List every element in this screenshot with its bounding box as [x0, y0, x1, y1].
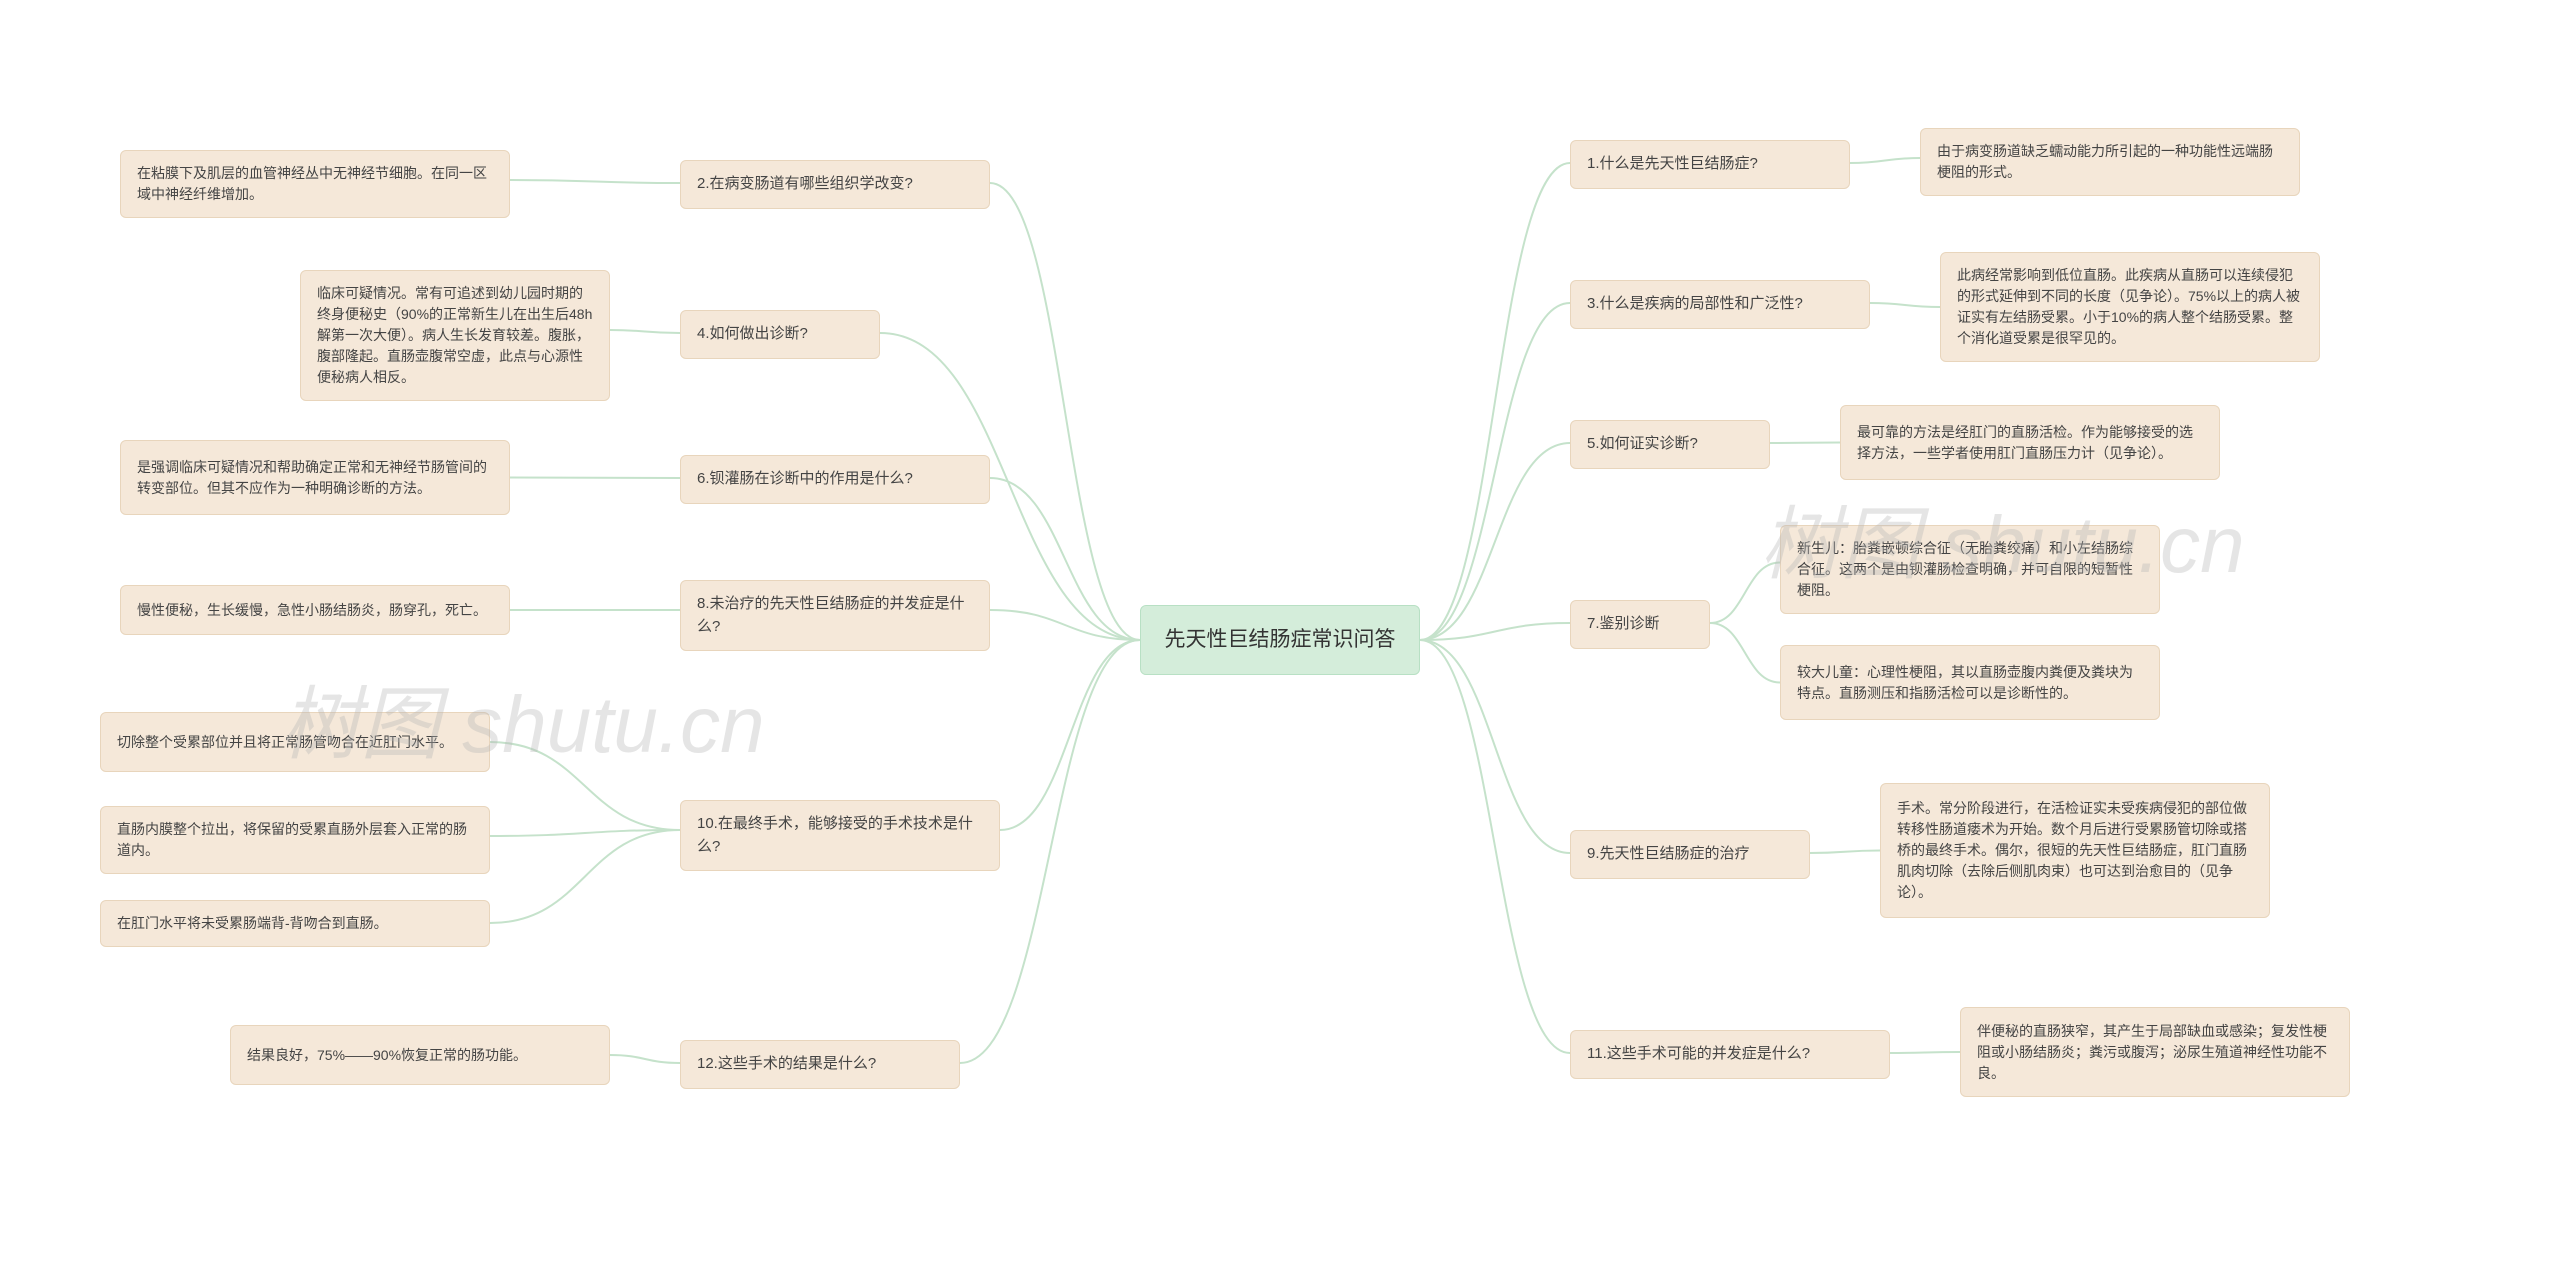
answer-node-left-0-0: 在粘膜下及肌层的血管神经丛中无神经节细胞。在同一区域中神经纤维增加。: [120, 150, 510, 218]
question-node-right-0: 1.什么是先天性巨结肠症?: [1570, 140, 1850, 189]
question-node-left-0: 2.在病变肠道有哪些组织学改变?: [680, 160, 990, 209]
answer-text: 最可靠的方法是经肛门的直肠活检。作为能够接受的选择方法，一些学者使用肛门直肠压力…: [1857, 422, 2203, 464]
answer-node-left-2-0: 是强调临床可疑情况和帮助确定正常和无神经节肠管间的转变部位。但其不应作为一种明确…: [120, 440, 510, 515]
answer-node-left-3-0: 慢性便秘，生长缓慢，急性小肠结肠炎，肠穿孔，死亡。: [120, 585, 510, 635]
answer-node-right-2-0: 最可靠的方法是经肛门的直肠活检。作为能够接受的选择方法，一些学者使用肛门直肠压力…: [1840, 405, 2220, 480]
answer-node-left-4-2: 在肛门水平将未受累肠端背-背吻合到直肠。: [100, 900, 490, 947]
answer-text: 是强调临床可疑情况和帮助确定正常和无神经节肠管间的转变部位。但其不应作为一种明确…: [137, 457, 493, 499]
answer-text: 此病经常影响到低位直肠。此疾病从直肠可以连续侵犯的形式延伸到不同的长度（见争论）…: [1957, 265, 2303, 349]
question-text: 4.如何做出诊断?: [697, 323, 808, 346]
question-text: 6.钡灌肠在诊断中的作用是什么?: [697, 468, 913, 491]
center-title: 先天性巨结肠症常识问答: [1165, 624, 1396, 656]
question-text: 1.什么是先天性巨结肠症?: [1587, 153, 1758, 176]
question-node-right-4: 9.先天性巨结肠症的治疗: [1570, 830, 1810, 879]
question-node-left-2: 6.钡灌肠在诊断中的作用是什么?: [680, 455, 990, 504]
answer-node-left-1-0: 临床可疑情况。常有可追述到幼儿园时期的终身便秘史（90%的正常新生儿在出生后48…: [300, 270, 610, 401]
question-node-right-3: 7.鉴别诊断: [1570, 600, 1710, 649]
question-node-right-1: 3.什么是疾病的局部性和广泛性?: [1570, 280, 1870, 329]
question-text: 3.什么是疾病的局部性和广泛性?: [1587, 293, 1803, 316]
answer-text: 临床可疑情况。常有可追述到幼儿园时期的终身便秘史（90%的正常新生儿在出生后48…: [317, 283, 593, 388]
answer-node-right-5-0: 伴便秘的直肠狭窄，其产生于局部缺血或感染；复发性梗阻或小肠结肠炎；粪污或腹泻；泌…: [1960, 1007, 2350, 1097]
answer-text: 手术。常分阶段进行，在活检证实未受疾病侵犯的部位做转移性肠道瘘术为开始。数个月后…: [1897, 798, 2253, 903]
answer-text: 切除整个受累部位并且将正常肠管吻合在近肛门水平。: [117, 732, 453, 753]
answer-text: 伴便秘的直肠狭窄，其产生于局部缺血或感染；复发性梗阻或小肠结肠炎；粪污或腹泻；泌…: [1977, 1021, 2333, 1084]
answer-node-right-4-0: 手术。常分阶段进行，在活检证实未受疾病侵犯的部位做转移性肠道瘘术为开始。数个月后…: [1880, 783, 2270, 918]
question-node-right-5: 11.这些手术可能的并发症是什么?: [1570, 1030, 1890, 1079]
question-text: 7.鉴别诊断: [1587, 613, 1660, 636]
question-node-left-5: 12.这些手术的结果是什么?: [680, 1040, 960, 1089]
answer-text: 在粘膜下及肌层的血管神经丛中无神经节细胞。在同一区域中神经纤维增加。: [137, 163, 493, 205]
question-text: 2.在病变肠道有哪些组织学改变?: [697, 173, 913, 196]
answer-node-left-5-0: 结果良好，75%——90%恢复正常的肠功能。: [230, 1025, 610, 1085]
answer-node-left-4-0: 切除整个受累部位并且将正常肠管吻合在近肛门水平。: [100, 712, 490, 772]
question-text: 12.这些手术的结果是什么?: [697, 1053, 876, 1076]
answer-text: 在肛门水平将未受累肠端背-背吻合到直肠。: [117, 913, 388, 934]
answer-node-right-3-0: 新生儿：胎粪嵌顿综合征（无胎粪绞痛）和小左结肠综合征。这两个是由钡灌肠检查明确，…: [1780, 525, 2160, 614]
answer-text: 慢性便秘，生长缓慢，急性小肠结肠炎，肠穿孔，死亡。: [137, 600, 487, 621]
question-text: 11.这些手术可能的并发症是什么?: [1587, 1043, 1810, 1066]
question-text: 9.先天性巨结肠症的治疗: [1587, 843, 1750, 866]
answer-node-right-3-1: 较大儿童：心理性梗阻，其以直肠壶腹内粪便及粪块为特点。直肠测压和指肠活检可以是诊…: [1780, 645, 2160, 720]
question-node-right-2: 5.如何证实诊断?: [1570, 420, 1770, 469]
answer-node-left-4-1: 直肠内膜整个拉出，将保留的受累直肠外层套入正常的肠道内。: [100, 806, 490, 874]
question-text: 5.如何证实诊断?: [1587, 433, 1698, 456]
answer-text: 由于病变肠道缺乏蠕动能力所引起的一种功能性远端肠梗阻的形式。: [1937, 141, 2283, 183]
answer-node-right-1-0: 此病经常影响到低位直肠。此疾病从直肠可以连续侵犯的形式延伸到不同的长度（见争论）…: [1940, 252, 2320, 362]
question-text: 8.未治疗的先天性巨结肠症的并发症是什么?: [697, 593, 973, 638]
question-node-left-3: 8.未治疗的先天性巨结肠症的并发症是什么?: [680, 580, 990, 651]
question-node-left-1: 4.如何做出诊断?: [680, 310, 880, 359]
answer-node-right-0-0: 由于病变肠道缺乏蠕动能力所引起的一种功能性远端肠梗阻的形式。: [1920, 128, 2300, 196]
answer-text: 直肠内膜整个拉出，将保留的受累直肠外层套入正常的肠道内。: [117, 819, 473, 861]
answer-text: 结果良好，75%——90%恢复正常的肠功能。: [247, 1045, 527, 1066]
question-text: 10.在最终手术，能够接受的手术技术是什么?: [697, 813, 983, 858]
answer-text: 较大儿童：心理性梗阻，其以直肠壶腹内粪便及粪块为特点。直肠测压和指肠活检可以是诊…: [1797, 662, 2143, 704]
center-node: 先天性巨结肠症常识问答: [1140, 605, 1420, 675]
question-node-left-4: 10.在最终手术，能够接受的手术技术是什么?: [680, 800, 1000, 871]
answer-text: 新生儿：胎粪嵌顿综合征（无胎粪绞痛）和小左结肠综合征。这两个是由钡灌肠检查明确，…: [1797, 538, 2143, 601]
